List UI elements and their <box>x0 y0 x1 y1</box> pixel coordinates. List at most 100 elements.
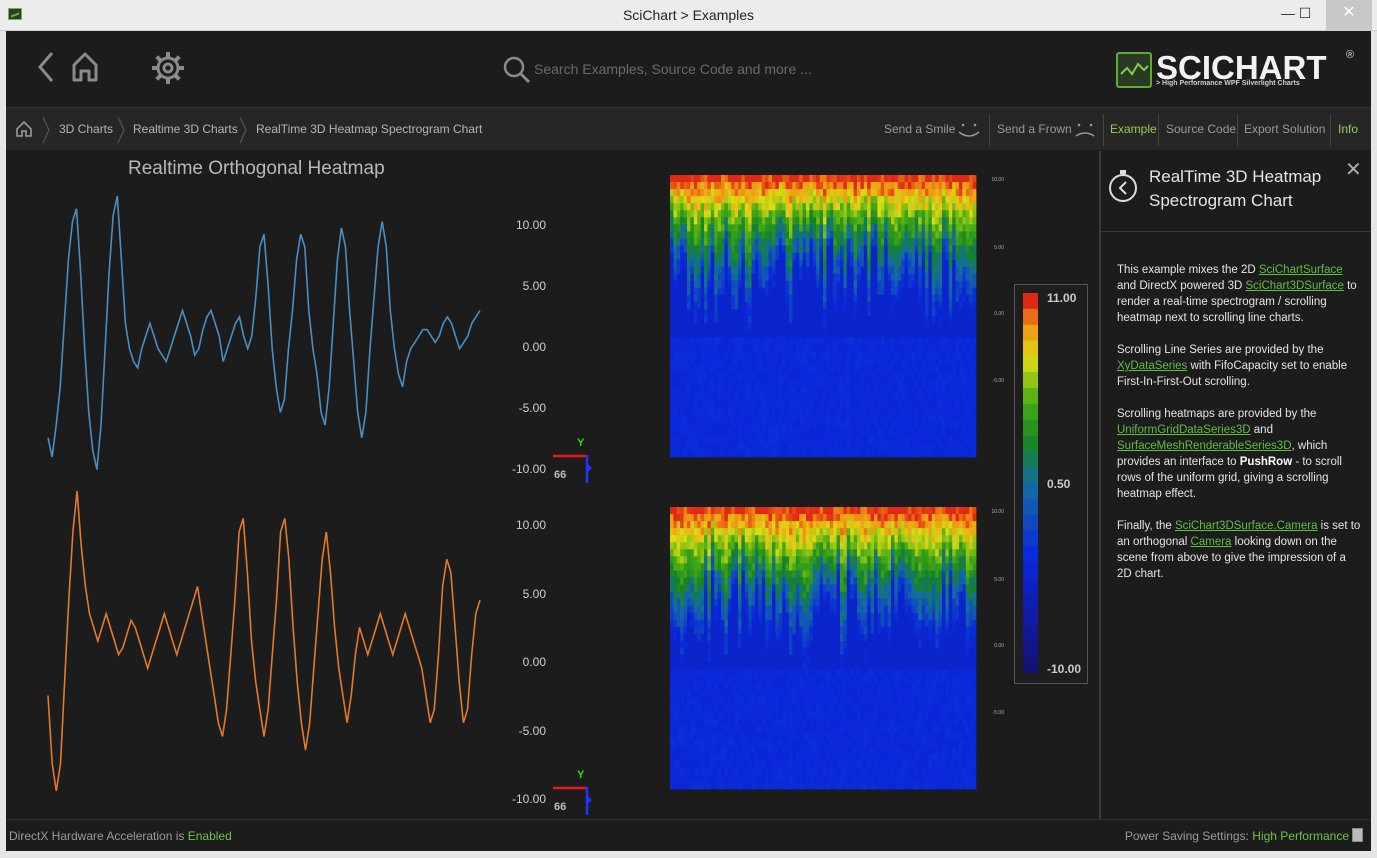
link-uniformgriddataseries3d[interactable]: UniformGridDataSeries3D <box>1117 424 1251 436</box>
tab-source-code[interactable]: Source Code <box>1166 122 1237 136</box>
colorbar-step <box>1023 498 1038 516</box>
divider <box>989 114 990 146</box>
power-saving-status[interactable]: Power Saving Settings: High Performance <box>1125 829 1349 843</box>
divider <box>1158 114 1159 146</box>
heatmap-tick-label: -5.00 <box>993 710 1005 716</box>
colorbar-step <box>1023 419 1038 436</box>
colorbar-step <box>1023 657 1038 673</box>
scichart-logo: SCICHART > High Performance WPF Silverli… <box>1116 49 1356 94</box>
search-input[interactable] <box>534 58 954 80</box>
colorbar-step <box>1023 403 1038 421</box>
heatmap-tick-label: -5.00 <box>993 378 1005 384</box>
y-tick-label: -10.00 <box>511 462 546 476</box>
axis-gizmo-top: Y 66 <box>553 437 592 483</box>
colorbar-step <box>1023 372 1038 389</box>
breadcrumb-realtime-3d-charts[interactable]: Realtime 3D Charts <box>133 122 238 136</box>
info-text: Scrolling Line Series are provided by th… <box>1117 344 1324 356</box>
window-frame <box>0 31 6 858</box>
chart-title: Realtime Orthogonal Heatmap <box>128 158 385 179</box>
colorbar-step <box>1023 340 1038 357</box>
line-series-path <box>47 195 481 470</box>
colorbar-step <box>1023 356 1038 373</box>
link-surfacemeshrenderableseries3d[interactable]: SurfaceMeshRenderableSeries3D <box>1117 440 1292 452</box>
axis-gizmo-bottom: Y 66 <box>553 769 592 815</box>
colorbar-step <box>1023 483 1038 500</box>
close-icon[interactable]: ✕ <box>1345 159 1362 181</box>
send-frown-button[interactable]: Send a Frown <box>997 122 1072 136</box>
heatmap-tick-label: 0.00 <box>994 643 1004 649</box>
colorbar-legend: 11.00 0.50 -10.00 <box>1014 284 1088 684</box>
colorbar-max-label: 11.00 <box>1047 291 1077 305</box>
line-chart-top[interactable] <box>40 186 520 486</box>
colorbar-step <box>1023 514 1038 531</box>
link-xydataseries[interactable]: XyDataSeries <box>1117 360 1188 372</box>
info-text: Finally, the <box>1117 520 1175 532</box>
directx-status-value: Enabled <box>187 829 232 843</box>
info-text: with FifoCapacity set to enable First-In… <box>1117 360 1348 388</box>
link-camera[interactable]: Camera <box>1190 536 1232 548</box>
breadcrumb-3d-charts[interactable]: 3D Charts <box>59 122 114 136</box>
colorbar-step <box>1023 308 1038 326</box>
info-title: RealTime 3D Heatmap Spectrogram Chart <box>1149 167 1322 210</box>
send-smile-button[interactable]: Send a Smile <box>884 122 956 136</box>
back-arrow-icon[interactable] <box>36 51 56 83</box>
home-icon[interactable] <box>70 51 100 83</box>
y-tick-label: -10.00 <box>511 792 546 806</box>
frown-icon[interactable] <box>1072 116 1098 142</box>
power-settings-toggle[interactable] <box>1352 828 1363 842</box>
breadcrumb-separator-icon <box>239 116 247 144</box>
power-saving-value[interactable]: High Performance <box>1252 829 1349 843</box>
breadcrumb-current[interactable]: RealTime 3D Heatmap Spectrogram Chart <box>256 122 483 136</box>
divider <box>1330 114 1331 146</box>
colorbar-step <box>1023 562 1038 579</box>
link-scichartsurface[interactable]: SciChartSurface <box>1258 264 1343 276</box>
tab-example[interactable]: Example <box>1110 122 1157 136</box>
info-text: - to scroll rows of the uniform grid, gi… <box>1117 456 1342 500</box>
line-series-path <box>47 490 481 792</box>
info-text: and <box>1250 424 1273 436</box>
header: SCICHART > High Performance WPF Silverli… <box>6 31 1371 107</box>
title-bar: SciChart > Examples — ☐ ✕ <box>0 0 1377 31</box>
colorbar-step <box>1023 435 1038 452</box>
y-tick-label: 5.00 <box>522 587 546 601</box>
window-title: SciChart > Examples <box>622 7 755 23</box>
heatmap-tick-label: 5.00 <box>994 245 1004 251</box>
heatmap-bottom[interactable]: 10.00 5.00 0.00 -5.00 <box>668 507 1008 797</box>
directx-status: DirectX Hardware Acceleration is Enabled <box>9 829 232 843</box>
colorbar-mid-label: 0.50 <box>1047 477 1071 491</box>
divider <box>1101 231 1373 232</box>
export-solution-button[interactable]: Export Solution <box>1244 122 1326 136</box>
y-tick-label: 5.00 <box>522 279 546 293</box>
divider <box>1103 114 1104 146</box>
heatmap-top[interactable]: 10.00 5.00 0.00 -5.00 <box>668 175 1008 465</box>
y-tick-label: 0.00 <box>522 340 546 354</box>
gear-icon[interactable] <box>151 51 185 85</box>
info-text: looking down on the scene from above to … <box>1117 536 1346 580</box>
line-chart-bottom[interactable] <box>40 486 520 796</box>
divider <box>1237 114 1238 146</box>
link-scichart3dsurface[interactable]: SciChart3DSurface <box>1245 280 1344 292</box>
minimize-button[interactable]: — <box>1281 5 1295 21</box>
smile-icon[interactable] <box>956 116 982 142</box>
maximize-button[interactable]: ☐ <box>1298 5 1312 21</box>
window-frame <box>0 851 1377 858</box>
colorbar-step <box>1023 388 1038 405</box>
stopwatch-icon <box>1109 170 1137 202</box>
y-tick-label: -5.00 <box>518 401 546 415</box>
info-text: Scrolling heatmaps are provided by the <box>1117 408 1317 420</box>
y-tick-label: 0.00 <box>522 655 546 669</box>
logo-mark-icon <box>1116 52 1152 88</box>
colorbar-step <box>1023 625 1038 642</box>
colorbar-step <box>1023 530 1038 547</box>
heatmap-tick-label: 0.00 <box>994 311 1004 317</box>
close-window-button[interactable]: ✕ <box>1326 0 1372 30</box>
colorbar-step <box>1023 641 1038 658</box>
info-bold-text: PushRow <box>1239 456 1293 468</box>
tab-info[interactable]: Info <box>1338 122 1359 136</box>
logo-subtitle: > High Performance WPF Silverlight Chart… <box>1156 80 1300 87</box>
link-scichart3dsurface-camera[interactable]: SciChart3DSurface.Camera <box>1174 520 1318 532</box>
colorbar-step <box>1023 324 1038 341</box>
breadcrumb-home-icon[interactable] <box>15 120 33 138</box>
chart-area: Realtime Orthogonal Heatmap 10.00 5.00 0… <box>6 151 1098 819</box>
